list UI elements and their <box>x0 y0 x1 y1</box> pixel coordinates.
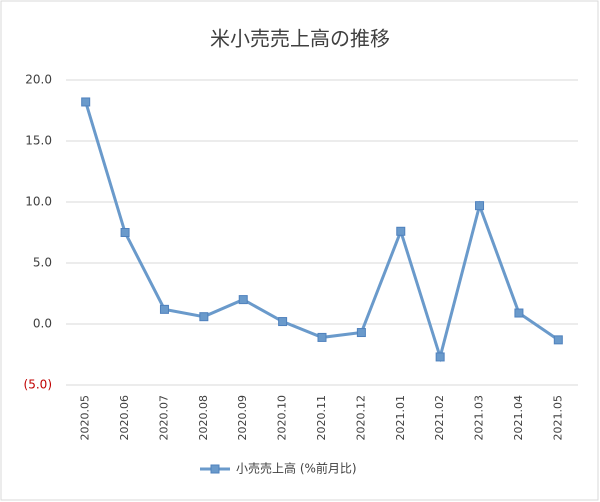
marker <box>199 312 209 322</box>
marker <box>396 226 406 236</box>
marker <box>238 295 248 305</box>
marker <box>278 317 288 327</box>
x-tick-label: 2020.11 <box>315 395 328 441</box>
y-tick-label: (5.0) <box>24 378 52 392</box>
y-tick-label: 20.0 <box>25 73 52 87</box>
marker <box>159 304 169 314</box>
x-tick-label: 2021.04 <box>512 395 525 441</box>
y-tick-label: 5.0 <box>33 256 52 270</box>
chart-title: 米小売売上高の推移 <box>210 27 390 51</box>
y-tick-label: 10.0 <box>25 195 52 209</box>
marker <box>514 308 524 318</box>
marker <box>317 332 327 342</box>
marker <box>553 335 563 345</box>
marker <box>435 352 445 362</box>
y-tick-label: 15.0 <box>25 134 52 148</box>
marker <box>356 328 366 338</box>
marker <box>81 97 91 107</box>
y-tick-label: 0.0 <box>33 317 52 331</box>
marker <box>475 201 485 211</box>
x-tick-label: 2021.05 <box>551 395 564 441</box>
legend-label: 小売売上高 (%前月比) <box>236 461 357 476</box>
x-tick-label: 2020.05 <box>79 395 92 441</box>
x-tick-label: 2021.03 <box>473 395 486 441</box>
x-tick-label: 2020.06 <box>118 395 131 441</box>
x-tick-label: 2021.02 <box>433 395 446 441</box>
x-tick-label: 2020.09 <box>236 395 249 441</box>
x-tick-label: 2020.07 <box>157 395 170 441</box>
legend-marker <box>210 464 220 474</box>
x-tick-label: 2020.08 <box>197 395 210 441</box>
x-tick-label: 2021.01 <box>394 395 407 441</box>
marker <box>120 228 130 237</box>
x-tick-label: 2020.10 <box>276 395 289 441</box>
x-tick-label: 2020.12 <box>354 395 367 441</box>
